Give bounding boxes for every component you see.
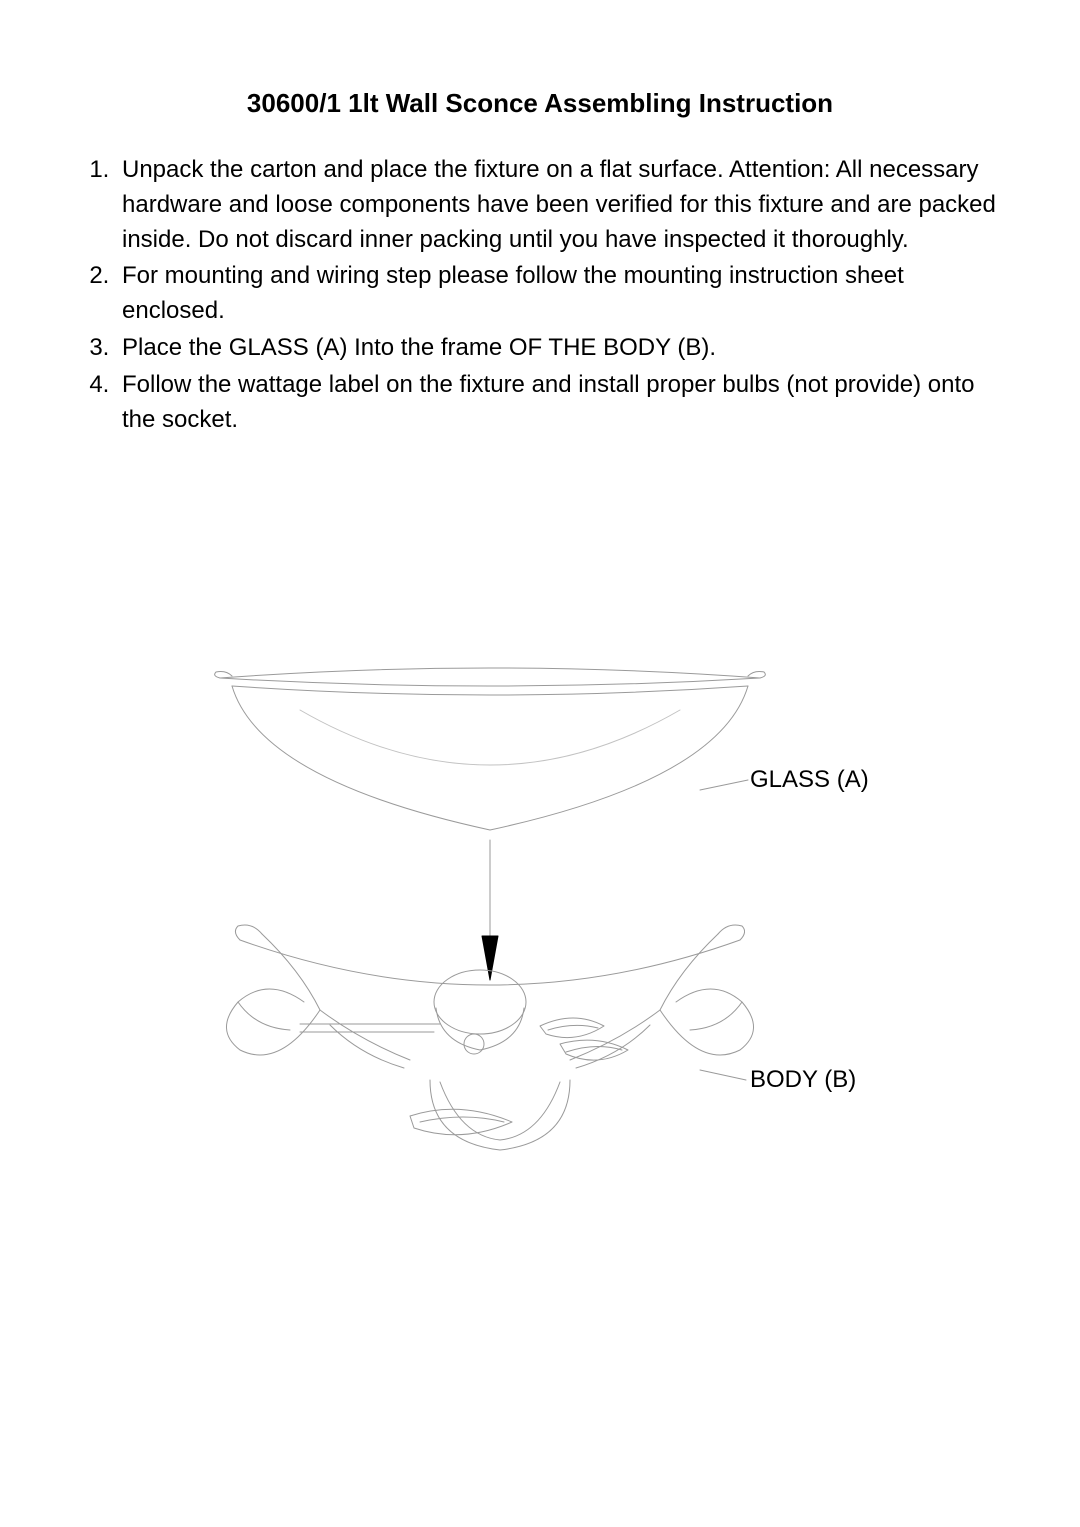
page-title: 30600/1 1lt Wall Sconce Assembling Instr… <box>76 88 1004 119</box>
instruction-step: Follow the wattage label on the fixture … <box>116 368 1004 438</box>
instruction-step: For mounting and wiring step please foll… <box>116 259 1004 329</box>
placement-arrow-icon <box>482 840 498 980</box>
instruction-step: Unpack the carton and place the fixture … <box>116 153 1004 257</box>
glass-label: GLASS (A) <box>750 766 869 794</box>
instruction-list: Unpack the carton and place the fixture … <box>76 153 1004 437</box>
instruction-step: Place the GLASS (A) Into the frame OF TH… <box>116 331 1004 366</box>
glass-part-icon <box>215 668 766 830</box>
assembly-diagram: GLASS (A) BODY (B) <box>0 630 1080 1230</box>
body-label: BODY (B) <box>750 1066 856 1094</box>
